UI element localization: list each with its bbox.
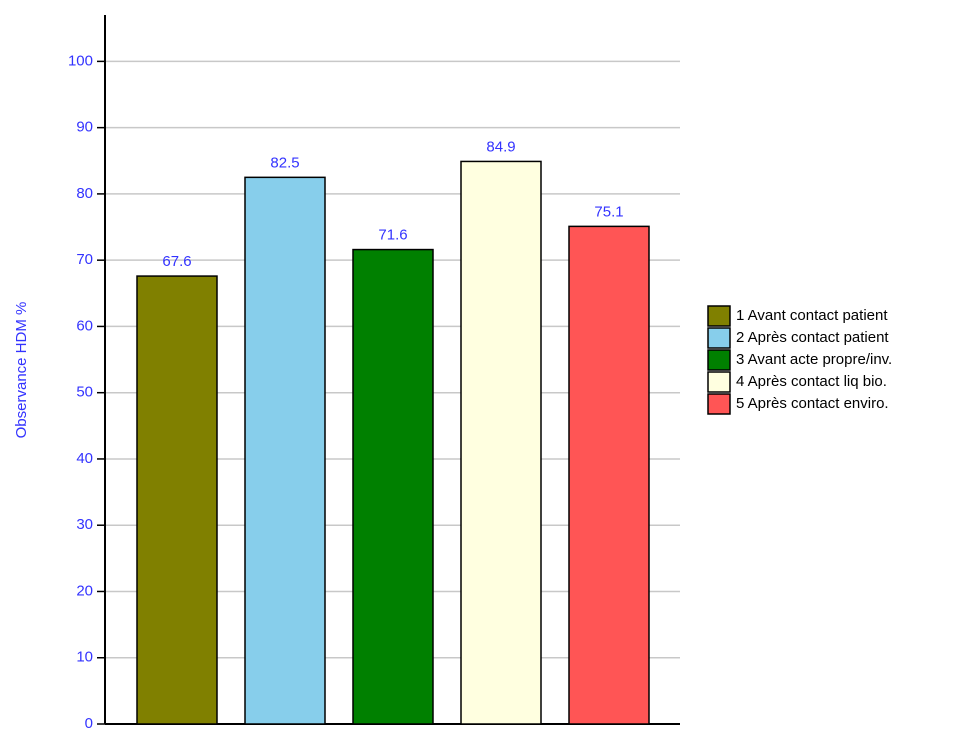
legend-label: 1 Avant contact patient [736, 307, 888, 324]
y-tick-label: 60 [76, 317, 93, 334]
y-tick-label: 50 [76, 384, 93, 401]
y-tick-label: 10 [76, 649, 93, 666]
legend-swatch [707, 327, 731, 349]
y-tick-label: 30 [76, 516, 93, 533]
value-label: 84.9 [486, 138, 515, 155]
legend-label: 4 Après contact liq bio. [736, 373, 887, 390]
legend-swatch [707, 305, 731, 327]
bar [568, 225, 650, 725]
y-tick-label: 70 [76, 251, 93, 268]
legend-swatch [707, 393, 731, 415]
legend-label: 2 Après contact patient [736, 329, 889, 346]
y-tick-label: 100 [68, 52, 93, 69]
legend-label: 5 Après contact enviro. [736, 395, 889, 412]
bar [460, 160, 542, 725]
legend-label: 3 Avant acte propre/inv. [736, 351, 892, 368]
value-label: 67.6 [162, 253, 191, 270]
bar [136, 275, 218, 725]
y-tick-label: 40 [76, 450, 93, 467]
legend-swatch [707, 349, 731, 371]
y-tick-label: 20 [76, 582, 93, 599]
y-tick-label: 0 [85, 715, 93, 731]
bar [352, 248, 434, 725]
value-label: 82.5 [270, 154, 299, 171]
value-label: 75.1 [594, 203, 623, 220]
y-axis-label: Observance HDM % [13, 302, 30, 439]
legend-swatch [707, 371, 731, 393]
bar [244, 176, 326, 725]
value-label: 71.6 [378, 227, 407, 244]
y-tick-label: 90 [76, 119, 93, 136]
y-tick-label: 80 [76, 185, 93, 202]
